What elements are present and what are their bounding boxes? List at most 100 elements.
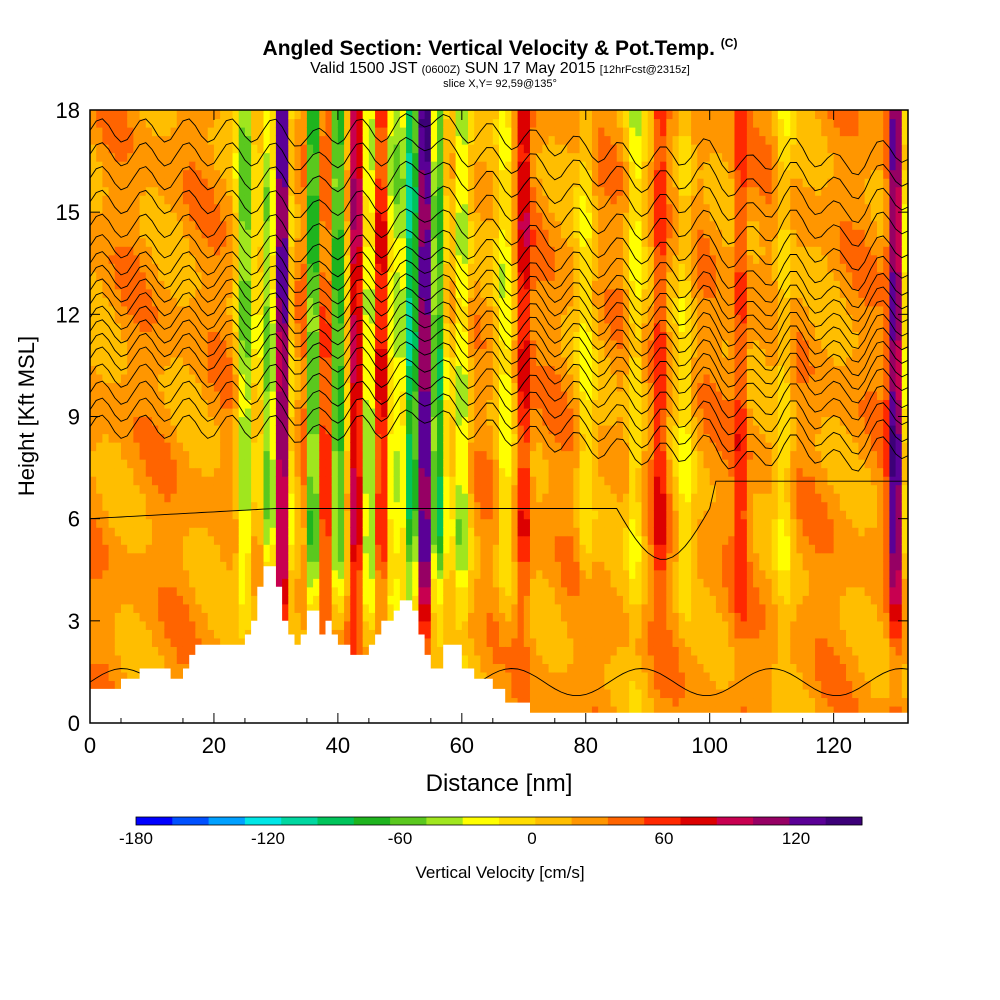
velocity-cell: [443, 416, 451, 426]
velocity-cell: [381, 169, 389, 179]
velocity-cell: [133, 663, 141, 673]
velocity-cell: [120, 280, 128, 290]
velocity-cell: [114, 612, 122, 622]
velocity-cell: [443, 620, 451, 630]
velocity-cell: [511, 314, 519, 324]
velocity-cell: [257, 203, 265, 213]
velocity-cell: [319, 314, 327, 324]
velocity-cell: [139, 382, 147, 392]
velocity-cell: [133, 527, 141, 537]
velocity-cell: [189, 373, 196, 384]
velocity-cell: [275, 459, 283, 469]
velocity-cell: [238, 348, 246, 358]
velocity-cell: [90, 246, 97, 256]
velocity-cell: [145, 212, 153, 222]
velocity-cell: [127, 510, 134, 520]
velocity-cell: [362, 569, 370, 579]
velocity-cell: [164, 297, 172, 307]
valid-prefix: Valid 1500 JST: [310, 60, 418, 77]
velocity-cell: [220, 467, 227, 477]
velocity-cell: [331, 348, 339, 358]
velocity-cell: [381, 271, 389, 281]
velocity-cell: [207, 518, 215, 528]
velocity-cell: [486, 501, 494, 511]
velocity-cell: [120, 433, 128, 443]
velocity-cell: [294, 407, 302, 418]
velocity-cell: [306, 382, 314, 392]
velocity-cell: [437, 510, 444, 520]
velocity-cell: [492, 144, 500, 154]
velocity-cell: [96, 501, 103, 511]
velocity-cell: [127, 203, 134, 213]
velocity-cell: [449, 237, 457, 247]
velocity-cell: [226, 586, 234, 596]
velocity-cell: [238, 407, 246, 418]
velocity-cell: [182, 348, 190, 358]
velocity-cell: [294, 178, 302, 188]
velocity-cell: [102, 561, 110, 571]
velocity-cell: [486, 569, 494, 579]
velocity-cell: [406, 484, 413, 494]
velocity-cell: [257, 110, 265, 120]
velocity-cell: [344, 450, 351, 460]
velocity-cell: [176, 178, 184, 188]
velocity-cell: [344, 629, 351, 639]
velocity-cell: [232, 459, 240, 469]
velocity-cell: [480, 390, 488, 401]
velocity-cell: [319, 331, 327, 341]
velocity-cell: [275, 203, 283, 213]
velocity-cell: [455, 501, 463, 511]
velocity-cell: [412, 356, 420, 367]
velocity-cell: [399, 535, 407, 545]
velocity-cell: [282, 518, 289, 528]
valid-suffix: SUN 17 May 2015: [464, 60, 596, 77]
velocity-cell: [393, 254, 401, 264]
velocity-cell: [350, 552, 358, 562]
velocity-cell: [393, 527, 401, 537]
velocity-cell: [220, 246, 227, 256]
velocity-cell: [424, 450, 432, 460]
velocity-cell: [350, 433, 358, 443]
velocity-cell: [306, 467, 314, 477]
velocity-cell: [158, 518, 165, 528]
velocity-cell: [350, 373, 358, 384]
velocity-cell: [288, 459, 296, 469]
velocity-cell: [120, 118, 128, 128]
velocity-cell: [232, 527, 240, 537]
velocity-cell: [406, 467, 413, 477]
velocity-cell: [399, 246, 407, 256]
velocity-cell: [90, 356, 97, 367]
velocity-cell: [480, 246, 488, 256]
velocity-cell: [468, 425, 475, 435]
velocity-cell: [238, 229, 246, 239]
velocity-cell: [356, 484, 364, 494]
velocity-cell: [375, 127, 382, 137]
velocity-cell: [430, 612, 438, 622]
velocity-cell: [492, 263, 500, 273]
velocity-cell: [375, 561, 382, 571]
velocity-cell: [108, 373, 116, 384]
velocity-cell: [102, 535, 110, 545]
velocity-cell: [158, 629, 165, 639]
velocity-cell: [120, 203, 128, 213]
velocity-cell: [213, 110, 221, 120]
velocity-cell: [449, 459, 457, 469]
velocity-cell: [288, 620, 296, 630]
velocity-cell: [96, 595, 103, 605]
velocity-cell: [158, 118, 165, 128]
velocity-cell: [492, 365, 500, 375]
velocity-cell: [189, 178, 196, 188]
velocity-cell: [474, 212, 482, 222]
velocity-cell: [288, 271, 296, 281]
velocity-cell: [306, 501, 314, 511]
velocity-cell: [195, 484, 203, 494]
velocity-cell: [344, 544, 351, 554]
velocity-cell: [90, 254, 97, 264]
velocity-cell: [381, 220, 389, 230]
velocity-cell: [418, 603, 426, 613]
velocity-cell: [114, 229, 122, 239]
velocity-cell: [151, 399, 159, 409]
velocity-cell: [461, 331, 469, 341]
velocity-cell: [232, 110, 240, 120]
velocity-cell: [201, 246, 209, 256]
